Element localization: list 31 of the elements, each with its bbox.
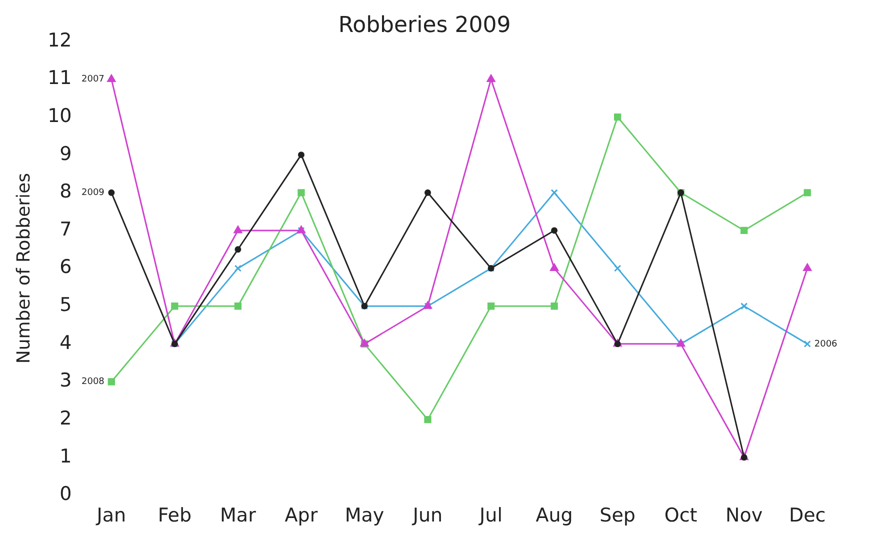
y-tick-label: 9 — [60, 142, 72, 165]
y-tick-label: 0 — [60, 483, 72, 506]
x-tick-label: Jan — [96, 504, 126, 527]
x-tick-label: May — [344, 504, 384, 527]
y-tick-label: 1 — [60, 445, 72, 468]
series-label: 2009 — [82, 188, 105, 198]
series-label: 2007 — [82, 74, 104, 85]
y-tick-label: 3 — [60, 370, 72, 392]
y-tick-label: 8 — [60, 180, 72, 203]
y-tick-label: 5 — [60, 294, 72, 316]
x-tick-label: Mar — [220, 504, 256, 527]
y-tick-label: 6 — [60, 256, 72, 278]
x-tick-label: Oct — [664, 504, 698, 527]
y-tick-label: 10 — [48, 104, 72, 127]
y-tick-label: 11 — [48, 67, 72, 90]
series-label: 2008 — [82, 377, 105, 388]
series-label: 2006 — [814, 339, 838, 350]
x-tick-label: Sep — [600, 504, 636, 527]
y-tick-label: 7 — [60, 218, 72, 240]
y-tick-label: 4 — [60, 332, 72, 354]
x-tick-label: Dec — [788, 504, 826, 527]
x-tick-label: Jun — [412, 504, 443, 527]
chart-title: Robberies 2009 — [338, 12, 511, 38]
x-tick-label: Nov — [726, 504, 763, 527]
y-tick-label: 2 — [60, 408, 72, 430]
y-tick-label: 12 — [48, 29, 72, 52]
x-tick-label: Feb — [158, 504, 192, 527]
x-tick-label: Aug — [536, 504, 573, 527]
y-axis-title: Number of Robberies — [13, 173, 34, 364]
x-tick-label: Apr — [284, 504, 318, 527]
x-tick-label: Jul — [478, 504, 502, 527]
